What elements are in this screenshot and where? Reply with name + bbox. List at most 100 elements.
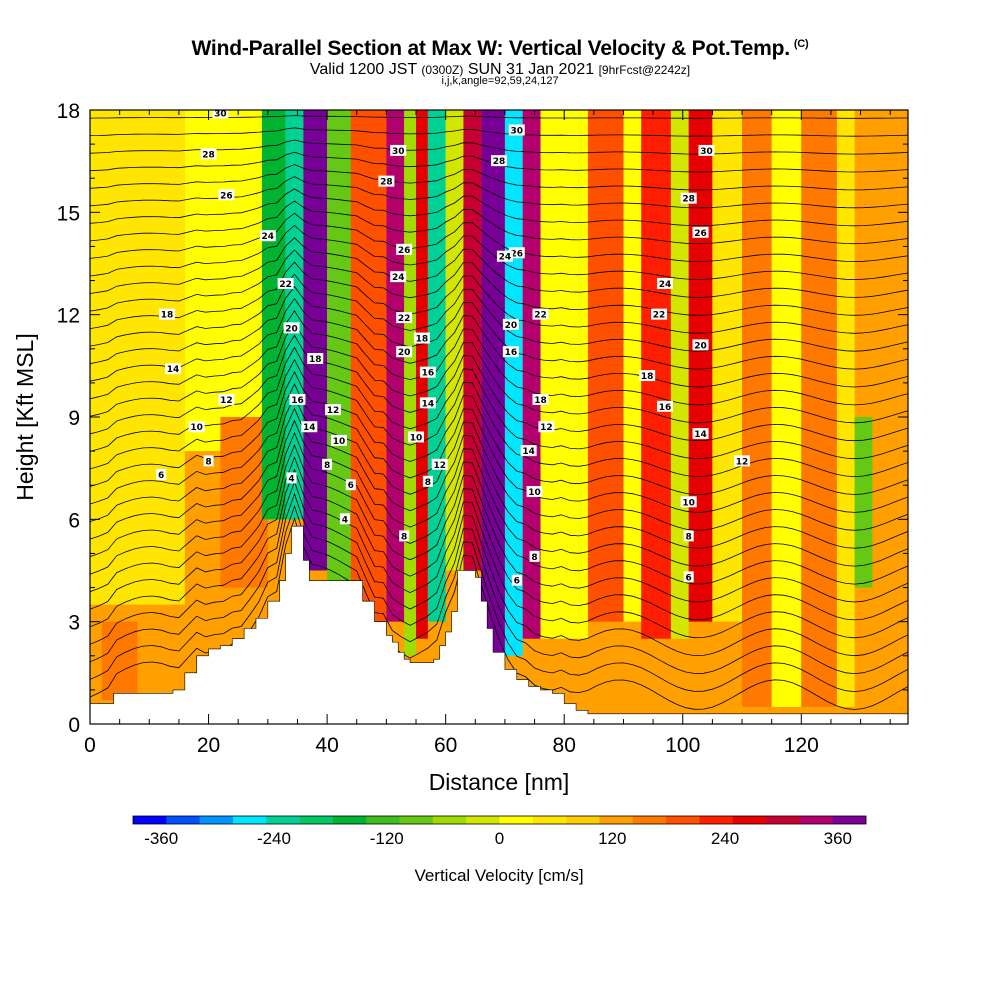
contour-label-57: 10 [682,498,695,508]
contour-label-46: 6 [514,577,520,587]
contour-label-44: 10 [528,488,541,498]
utc-time: (0300Z) [421,63,464,77]
colorbar-swatch-12 [532,816,567,824]
theta-contour-12 [90,371,908,495]
velocity-cell-9 [350,110,387,622]
velocity-cell-26 [742,110,772,707]
contour-label-bg-22 [378,175,395,187]
contour-label-5: 20 [285,324,298,334]
colorbar: -360 -240 -120 0 120 240 360 [132,815,867,848]
x-tick-label-80: 80 [553,734,576,757]
theta-contour-19 [90,285,908,370]
contour-label-10: 10 [333,437,346,447]
chart-title: Wind-Parallel Section at Max W: Vertical… [191,37,809,60]
contour-label-0: 30 [214,109,227,119]
contour-label-bg-16 [164,363,181,375]
colorbar-swatch-9 [432,816,467,824]
contour-label-bg-4 [277,277,294,289]
contour-label-22: 28 [380,178,393,188]
contour-label-bg-57 [680,496,697,508]
contour-label-bg-35 [491,155,507,167]
contour-label-48: 28 [682,195,695,205]
y-tick-label-0: 0 [68,714,80,737]
colorbar-label-0: 0 [495,829,504,848]
section-params: i,j,k,angle=92,59,24,127 [441,75,559,87]
contour-label-13: 4 [342,515,348,525]
velocity-cell-16 [481,110,505,656]
contour-label-bg-59 [683,571,694,583]
velocity-cell-8 [327,110,351,581]
contour-label-bg-45 [529,550,540,562]
colorbar-label-120: 120 [598,829,626,848]
velocity-cell-28 [801,110,837,707]
velocity-cell-29 [836,110,855,707]
contour-label-bg-42 [538,421,555,433]
colorbar-swatch-7 [366,816,400,824]
contour-label-36: 26 [511,249,524,259]
colorbar-title: Vertical Velocity [cm/s] [414,866,583,885]
colorbar-swatch-1 [166,816,200,824]
x-tick-label-100: 100 [665,734,700,757]
contour-label-bg-47 [698,144,715,156]
contour-label-43: 14 [522,447,535,457]
theta-contour-8 [90,419,908,567]
contour-label-1: 28 [202,150,215,160]
terrain-mask [90,525,908,724]
x-axis: 0 20 40 60 80 100 120 [84,110,891,757]
contour-label-51: 22 [653,311,666,321]
contour-label-bg-27 [413,332,430,344]
contour-label-bg-19 [203,455,214,467]
contour-label-55: 14 [694,430,707,440]
contour-label-bg-14 [286,472,297,484]
velocity-cell-10 [386,110,405,622]
colorbar-swatch-15 [632,816,667,824]
contour-label-25: 22 [398,314,411,324]
contour-label-bg-23 [396,243,413,255]
velocity-cell-24 [688,110,713,622]
velocity-cell-4 [101,621,138,701]
colorbar-swatch-16 [666,816,700,824]
contour-label-bg-51 [651,308,668,320]
colorbar-label--240: -240 [257,829,291,848]
contour-label-17: 12 [220,396,233,406]
contour-label-bg-54 [656,400,673,412]
contour-label-bg-36 [508,247,525,259]
y-axis-title: Height [Kft MSL] [12,333,38,500]
contour-label-bg-6 [307,353,324,365]
contour-label-33: 8 [401,532,407,542]
contour-label-29: 14 [422,399,435,409]
contour-label-8: 14 [303,423,316,433]
contour-label-9: 12 [327,406,340,416]
contour-label-bg-40 [502,346,519,358]
velocity-cell-30 [854,417,873,588]
contour-label-bg-10 [330,434,347,446]
contour-label-bg-44 [526,486,543,498]
velocity-cell-17 [504,110,523,656]
theta-contour-22 [90,249,908,316]
theta-contour-13 [90,358,908,478]
colorbar-swatch-17 [699,816,734,824]
theta-contour-3 [90,480,908,657]
x-tick-label-0: 0 [84,734,96,757]
contour-label-6: 18 [309,355,322,365]
theta-contour-21 [90,261,908,334]
colorbar-swatch-0 [133,816,167,824]
contour-label-bg-5 [283,322,300,334]
contour-label-35: 28 [493,157,506,167]
contour-label-bg-11 [322,458,333,470]
contour-label-39: 20 [505,321,518,331]
colorbar-label-360: 360 [824,829,852,848]
contour-label-bg-58 [683,530,694,542]
contour-label-56: 12 [736,457,749,467]
colorbar-swatch-20 [799,816,833,824]
y-tick-label-15: 15 [57,202,80,225]
contour-label-28: 16 [422,369,435,379]
contour-label-bg-56 [734,455,751,467]
theta-contour-1 [90,504,908,693]
colorbar-swatch-2 [199,816,234,824]
contour-label-21: 30 [392,147,405,157]
contour-label-54: 16 [659,403,672,413]
colorbar-swatch-13 [566,816,600,824]
contour-label-bg-37 [496,250,513,262]
